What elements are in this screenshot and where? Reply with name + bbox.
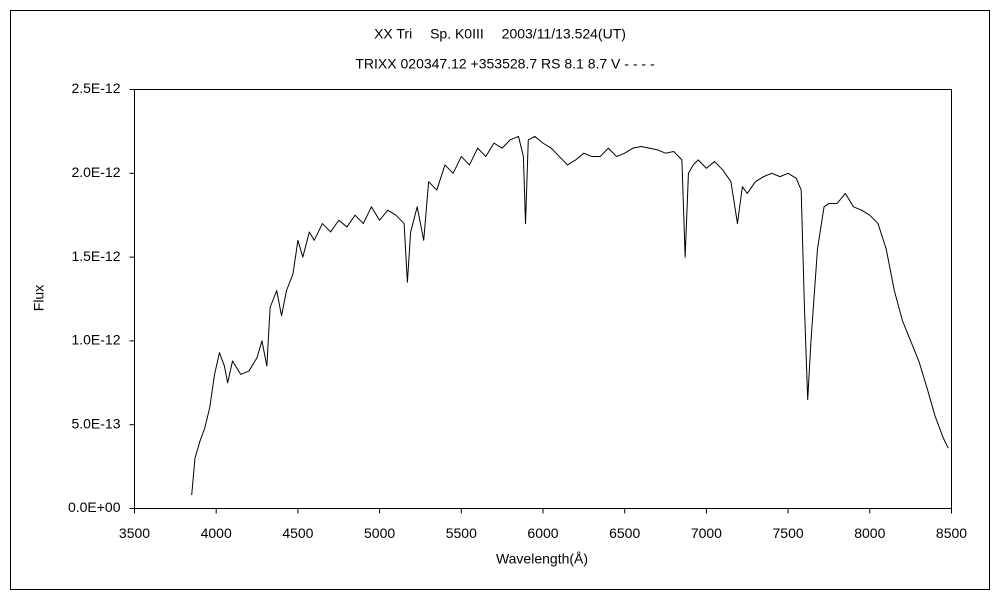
y-tick-label: 5.0E-13: [71, 415, 120, 431]
chart-border: [10, 10, 990, 590]
x-tick-label: 5000: [364, 525, 395, 541]
x-tick-label: 7500: [773, 525, 804, 541]
x-tick-label: 4000: [201, 525, 232, 541]
y-axis-label: Flux: [31, 285, 47, 311]
y-tick-label: 2.5E-12: [71, 80, 120, 96]
x-tick-label: 5500: [446, 525, 477, 541]
chart-title: XX Tri Sp. K0III 2003/11/13.524(UT): [374, 26, 626, 42]
x-tick-label: 4500: [282, 525, 313, 541]
chart-subtitle: TRIXX 020347.12 +353528.7 RS 8.1 8.7 V -…: [355, 56, 655, 72]
x-tick-label: 3500: [119, 525, 150, 541]
y-tick-label: 2.0E-12: [71, 164, 120, 180]
x-tick-label: 7000: [691, 525, 722, 541]
x-axis-label: Wavelength(Å): [496, 551, 588, 567]
x-tick-label: 8500: [936, 525, 967, 541]
y-tick-label: 0.0E+00: [68, 499, 121, 515]
y-tick-label: 1.5E-12: [71, 248, 120, 264]
x-tick-label: 8000: [854, 525, 885, 541]
x-tick-label: 6000: [527, 525, 558, 541]
spectrum-line: [191, 135, 949, 496]
y-tick-label: 1.0E-12: [71, 332, 120, 348]
x-tick-label: 6500: [609, 525, 640, 541]
